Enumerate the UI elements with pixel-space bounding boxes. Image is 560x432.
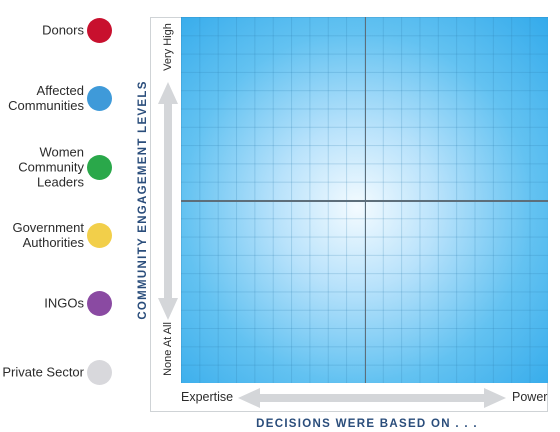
x-axis-left-label: Expertise <box>181 390 234 404</box>
legend-item-donors: Donors <box>0 0 120 60</box>
legend-item-affected-communities: Affected Communities <box>0 68 120 128</box>
women-community-leaders-dot <box>87 154 112 180</box>
legend-label: Donors <box>42 22 84 38</box>
ingos-dot <box>87 290 112 316</box>
affected-communities-dot <box>87 85 112 111</box>
y-axis-top-label: Very High <box>162 23 174 71</box>
legend-item-private-sector: Private Sector <box>0 342 120 402</box>
legend-label: INGOs <box>44 295 84 311</box>
donors-dot <box>87 17 112 43</box>
legend-label: Women Community Leaders <box>18 144 84 190</box>
horizontal-arrow-shape <box>238 388 506 408</box>
y-axis-title: COMMUNITY ENGAGEMENT LEVELS <box>137 80 149 320</box>
legend-label: Private Sector <box>2 364 84 380</box>
vertical-double-arrow-icon <box>158 82 178 320</box>
engagement-grid <box>181 17 548 383</box>
x-axis-title: DECISIONS WERE BASED ON . . . <box>256 418 478 430</box>
government-authorities-dot <box>87 222 112 248</box>
legend-label: Government Authorities <box>12 220 84 250</box>
legend-item-ingos: INGOs <box>0 273 120 333</box>
horizontal-double-arrow-icon <box>238 388 506 408</box>
horizontal-midline <box>181 200 548 202</box>
legend-item-women-community-leaders: Women Community Leaders <box>0 137 120 197</box>
legend: Donors Affected Communities Women Commun… <box>0 0 120 432</box>
y-axis-bottom-label: None At All <box>162 322 174 376</box>
x-axis-right-label: Power <box>512 390 548 404</box>
private-sector-dot <box>87 359 112 385</box>
legend-item-government-authorities: Government Authorities <box>0 205 120 265</box>
vertical-arrow-shape <box>158 82 178 320</box>
legend-label: Affected Communities <box>8 83 84 113</box>
